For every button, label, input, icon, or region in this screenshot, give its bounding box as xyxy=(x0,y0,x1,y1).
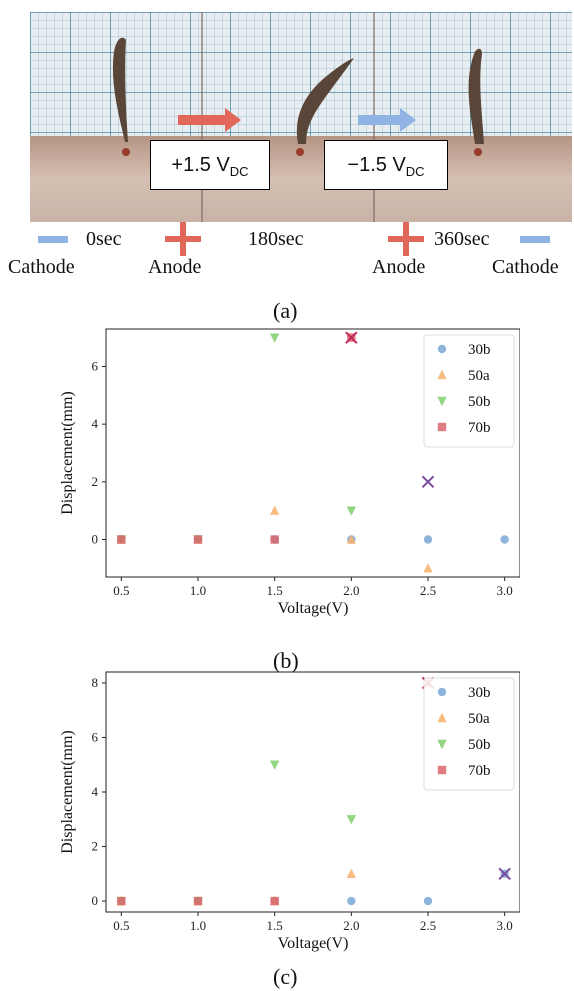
x-axis-label: Voltage(V) xyxy=(278,600,349,617)
y-tick-label: 4 xyxy=(92,784,99,799)
data-point-70b xyxy=(193,896,203,906)
y-tick-label: 0 xyxy=(92,893,99,908)
fiber-0sec xyxy=(112,37,128,142)
data-point-50b xyxy=(346,815,357,825)
cathode-minus-icon xyxy=(38,236,68,243)
x-marker xyxy=(345,331,358,344)
chart-b: 0.5 1.0 1.5 2.0 2.5 3.0 0 2 4 6 Voltage(V) Displace… xyxy=(60,328,520,617)
y-tick-label: 6 xyxy=(92,729,99,744)
x-tick-label: 1.5 xyxy=(267,918,283,933)
cathode-minus-icon xyxy=(520,236,550,243)
time-label: 360sec xyxy=(434,228,490,250)
x-tick-label: 2.5 xyxy=(420,583,436,598)
data-point-70b xyxy=(270,896,279,906)
data-point-70b xyxy=(193,535,203,544)
voltage-box-positive: +1.5 VDC xyxy=(150,140,270,190)
legend-marker-50a xyxy=(437,712,447,723)
y-tick-label: 0 xyxy=(92,532,99,547)
x-tick-label: 3.0 xyxy=(497,918,513,933)
x-tick-label: 2.5 xyxy=(420,918,436,933)
legend xyxy=(423,677,515,791)
positive-arrow-icon xyxy=(178,108,241,132)
y-axis-label: Displacement(mm) xyxy=(60,391,76,515)
legend-marker-50b xyxy=(437,739,447,750)
legend xyxy=(423,334,515,448)
legend-marker-50b xyxy=(437,396,447,407)
data-point-70b xyxy=(270,535,279,544)
x-tick-label: 3.0 xyxy=(497,583,513,598)
time-label: 180sec xyxy=(248,228,304,250)
panel-label-b: (b) xyxy=(273,648,299,673)
negative-arrow-icon xyxy=(358,108,416,132)
data-point-50a xyxy=(346,868,357,879)
electrode-label: Anode xyxy=(372,256,426,278)
legend-label: 50a xyxy=(468,711,490,727)
x-marker xyxy=(421,475,435,489)
legend-label: 70b xyxy=(468,763,491,779)
legend-label: 30b xyxy=(468,685,491,701)
legend-marker-70b xyxy=(437,765,447,775)
data-point-70b xyxy=(117,896,126,906)
x-tick-label: 0.5 xyxy=(113,918,129,933)
data-point-70b xyxy=(117,535,126,544)
electrode-label: Anode xyxy=(148,256,202,278)
electrode-label: Cathode xyxy=(8,256,75,278)
fiber-360sec xyxy=(468,48,484,144)
legend-marker-50a xyxy=(437,369,447,380)
x-tick-label: 1.0 xyxy=(190,583,206,598)
x-tick-label: 2.0 xyxy=(343,583,359,598)
x-axis-label: Voltage(V) xyxy=(278,935,349,952)
legend-marker-30b xyxy=(437,344,447,354)
time-label: 0sec xyxy=(86,228,122,250)
panel-label-a: (a) xyxy=(273,298,298,323)
data-point-50a xyxy=(346,534,357,544)
data-point-50b xyxy=(346,506,357,516)
legend-label: 30b xyxy=(468,342,491,358)
data-point-50a xyxy=(269,505,280,515)
x-tick-label: 1.0 xyxy=(190,918,206,933)
data-point-50a xyxy=(423,563,433,573)
legend-label: 70b xyxy=(468,420,491,436)
electrode-label: Cathode xyxy=(492,256,559,278)
chart-c: 0.5 1.0 1.5 2.0 2.5 3.0 0 2 4 6 8 Voltage(V) Displac… xyxy=(60,671,520,952)
legend-marker-30b xyxy=(437,687,447,697)
data-point-50b xyxy=(269,760,280,770)
y-axis-label: Displacement(mm) xyxy=(60,730,76,854)
x-tick-label: 2.0 xyxy=(343,918,359,933)
y-tick-label: 8 xyxy=(92,675,99,690)
x-tick-label: 0.5 xyxy=(113,583,129,598)
y-tick-label: 2 xyxy=(92,474,99,489)
legend-marker-70b xyxy=(437,422,447,432)
x-tick-label: 1.5 xyxy=(267,583,283,598)
y-tick-label: 4 xyxy=(92,416,99,431)
legend-label: 50b xyxy=(468,394,491,410)
y-tick-label: 6 xyxy=(92,358,99,373)
data-point-30b xyxy=(423,535,433,544)
legend-label: 50b xyxy=(468,737,491,753)
fiber-180sec xyxy=(296,58,354,144)
y-tick-label: 2 xyxy=(92,839,99,854)
x-marker xyxy=(498,867,511,881)
electrode-symbols xyxy=(38,222,550,256)
legend-label: 50a xyxy=(468,368,490,384)
plot-frame xyxy=(105,328,520,578)
photo-strip xyxy=(30,12,572,222)
data-point-30b xyxy=(347,896,356,906)
data-point-30b xyxy=(423,896,433,906)
data-point-30b xyxy=(500,535,509,544)
panel-label-c: (c) xyxy=(273,964,298,989)
voltage-box-negative: −1.5 VDC xyxy=(324,140,448,190)
data-point-50b xyxy=(269,333,280,343)
